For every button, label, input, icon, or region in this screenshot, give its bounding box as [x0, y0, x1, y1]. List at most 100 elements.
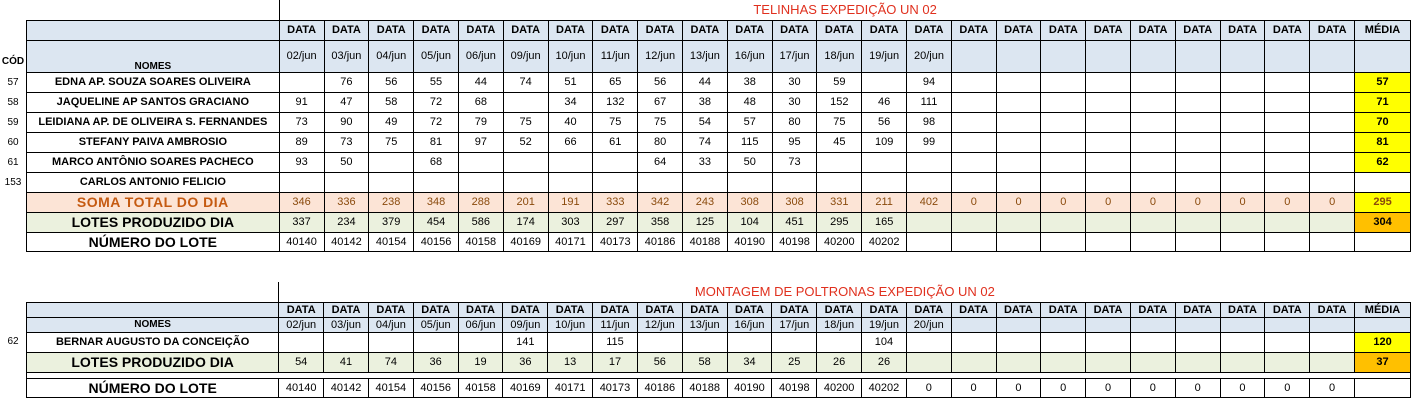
value-cell: [413, 171, 459, 193]
value-cell: 91: [278, 91, 325, 113]
value-cell: [1040, 91, 1087, 113]
value-cell: [1309, 151, 1356, 173]
value-cell: [547, 151, 594, 173]
lote-number: 40169: [502, 377, 549, 398]
date-cell: 19/jun: [861, 39, 908, 73]
lotes-value: 36: [412, 351, 459, 373]
value-cell: 68: [413, 151, 459, 173]
lote-number: [906, 231, 952, 252]
average-cell: 71: [1354, 91, 1411, 113]
soma-value: 288: [457, 191, 504, 213]
value-cell: 141: [502, 331, 549, 353]
value-cell: [1129, 331, 1176, 353]
value-cell: 111: [906, 91, 952, 113]
cod-value: 59: [7, 117, 19, 128]
value-cell: 47: [323, 91, 370, 113]
date-cell: 17/jun: [771, 316, 818, 333]
value-cell: [323, 331, 369, 353]
value-cell: 45: [816, 131, 863, 153]
average-cell: [1354, 171, 1411, 193]
lote-number: [1174, 231, 1221, 252]
cod-value: 58: [7, 97, 19, 108]
lote-number: 40190: [726, 231, 773, 252]
value-cell: [1130, 111, 1176, 133]
lote-number: 40190: [726, 377, 773, 398]
employee-name: MARCO ANTÔNIO SOARES PACHECO: [26, 151, 280, 173]
lote-number: 0: [1264, 377, 1311, 398]
average-cell: 81: [1354, 131, 1411, 153]
value-cell: 34: [547, 91, 594, 113]
value-cell: 40: [547, 111, 594, 133]
lotes-label: LOTES PRODUZIDO DIA: [26, 211, 280, 233]
lote-number: 40202: [861, 377, 907, 398]
lote-number: [1219, 231, 1266, 252]
value-cell: [1085, 111, 1132, 133]
value-cell: [950, 171, 997, 193]
soma-value: 0: [1130, 191, 1176, 213]
lote-number: 0: [950, 377, 997, 398]
value-cell: [1174, 111, 1221, 133]
soma-total-label: SOMA TOTAL DO DIA: [26, 191, 280, 213]
lote-number: [1130, 231, 1176, 252]
lote-number: 40171: [547, 231, 594, 252]
value-cell: [1219, 151, 1266, 173]
value-cell: [1174, 91, 1221, 113]
data-header: DATA: [1264, 301, 1311, 318]
data-header: DATA: [1309, 301, 1356, 318]
value-cell: [950, 131, 997, 153]
value-cell: [1040, 71, 1087, 93]
lotes-value: 337: [278, 211, 325, 233]
value-cell: [1085, 331, 1131, 353]
lotes-value: [1174, 211, 1221, 233]
value-cell: 72: [413, 91, 459, 113]
lote-number: 40142: [323, 377, 369, 398]
lote-number: 40173: [592, 377, 638, 398]
date-cell: [950, 316, 997, 333]
value-cell: [1219, 131, 1266, 153]
lote-number: 40188: [681, 377, 728, 398]
value-cell: [995, 131, 1042, 153]
value-cell: 46: [861, 91, 908, 113]
value-cell: 73: [278, 111, 325, 133]
lotes-value: [1219, 211, 1266, 233]
names-header-spacer: [26, 19, 280, 41]
value-cell: 132: [592, 91, 639, 113]
date-cell: 16/jun: [726, 39, 773, 73]
soma-value: 0: [950, 191, 997, 213]
data-header: DATA: [323, 19, 370, 41]
value-cell: 75: [592, 111, 639, 133]
section-title: TELINHAS EXPEDIÇÃO UN 02: [278, 0, 1411, 20]
date-cell: [1040, 316, 1087, 333]
lotes-value: [1040, 351, 1087, 373]
lote-number-label: NÚMERO DO LOTE: [25, 377, 280, 398]
lote-number: 0: [1219, 377, 1266, 398]
value-cell: [816, 171, 863, 193]
value-cell: 79: [457, 111, 504, 133]
employee-name: CARLOS ANTONIO FELICIO: [26, 171, 280, 193]
lotes-value: [1085, 351, 1131, 373]
value-cell: 61: [592, 131, 639, 153]
data-header: DATA: [950, 19, 997, 41]
lotes-value: 358: [637, 211, 683, 233]
lotes-value: [1040, 211, 1087, 233]
value-cell: 75: [502, 111, 549, 133]
lote-number: 40198: [771, 377, 818, 398]
lote-number: 40188: [682, 231, 728, 252]
date-cell: 11/jun: [592, 316, 638, 333]
value-cell: [1264, 151, 1311, 173]
value-cell: [1040, 131, 1087, 153]
data-header: DATA: [368, 19, 415, 41]
date-cell: 03/jun: [323, 39, 370, 73]
value-cell: 99: [906, 131, 952, 153]
lote-number-label: NÚMERO DO LOTE: [26, 231, 280, 252]
date-cell: 03/jun: [323, 316, 369, 333]
date-cell: [1085, 39, 1132, 73]
value-cell: [1040, 151, 1087, 173]
value-cell: [502, 171, 549, 193]
value-cell: [1309, 91, 1356, 113]
lotes-value: 125: [682, 211, 728, 233]
lotes-value: 26: [816, 351, 863, 373]
value-cell: [1219, 91, 1266, 113]
value-cell: 104: [861, 331, 907, 353]
